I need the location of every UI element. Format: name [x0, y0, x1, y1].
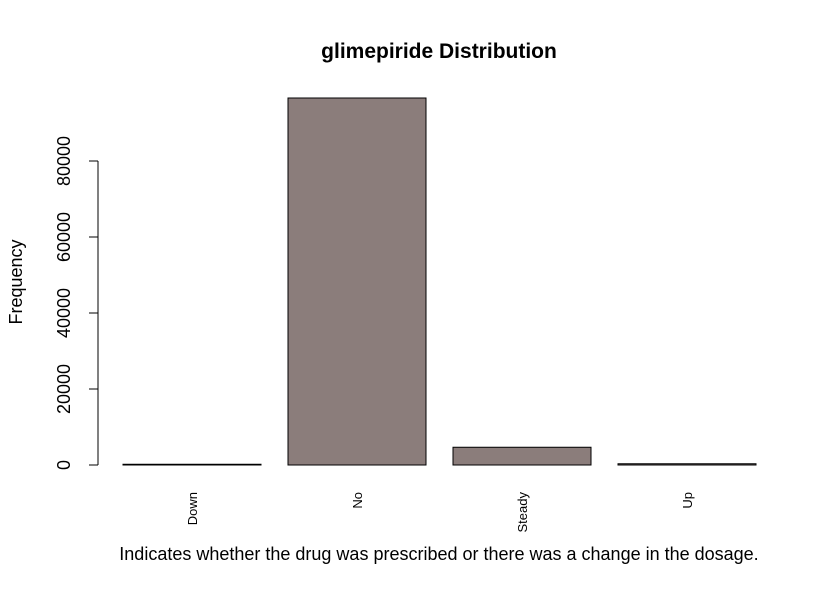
x-tick-label: Down [185, 492, 200, 525]
y-tick-label: 20000 [54, 364, 74, 414]
bar-steady [452, 446, 592, 466]
x-tick-labels: Down No Steady Up [185, 492, 695, 533]
bars-group [122, 97, 757, 466]
x-tick-label: Up [680, 492, 695, 509]
chart-title: glimepiride Distribution [321, 40, 557, 63]
y-axis: 0 20000 40000 60000 80000 [54, 136, 99, 470]
x-axis-label: Indicates whether the drug was prescribe… [119, 544, 758, 564]
y-tick-label: 60000 [54, 212, 74, 262]
x-tick-label: No [350, 492, 365, 509]
y-tick-label: 80000 [54, 136, 74, 186]
x-tick-label: Steady [515, 492, 530, 533]
bar-no [287, 97, 427, 466]
y-tick-label: 0 [54, 460, 74, 470]
bar-down [122, 463, 262, 466]
bar-up [617, 463, 757, 466]
y-axis-label: Frequency [6, 239, 26, 324]
y-tick-label: 40000 [54, 288, 74, 338]
